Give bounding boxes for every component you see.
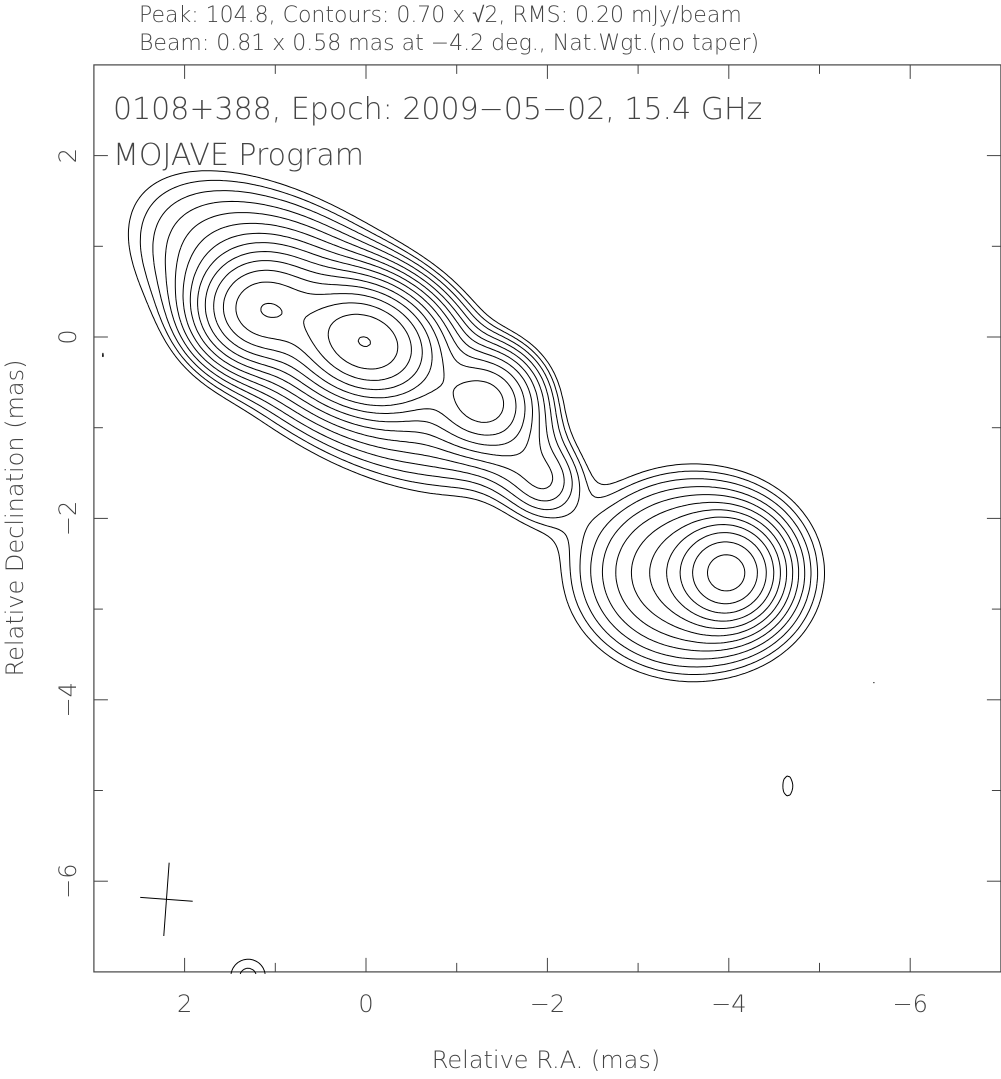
- contour-level: [357, 336, 371, 347]
- contour-lines: [102, 170, 875, 975]
- beam-cross: [140, 862, 193, 937]
- header-peak-contours-rms: Peak: 104.8, Contours: 0.70 x √2, RMS: 0…: [139, 3, 742, 28]
- contour-level: [260, 302, 412, 381]
- contour-level: [139, 179, 819, 975]
- plot-subtitle: MOJAVE Program: [113, 138, 364, 173]
- y-tick-label: −4: [54, 682, 82, 717]
- contour-level: [182, 222, 794, 644]
- plot-frame: [93, 64, 1001, 973]
- contour-level: [213, 260, 767, 614]
- x-axis-label: Relative R.A. (mas): [432, 1046, 660, 1074]
- axis-ticks: [93, 64, 1001, 972]
- header-beam-info: Beam: 0.81 x 0.58 mas at −4.2 deg., Nat.…: [139, 31, 759, 56]
- x-tick-label: −6: [893, 990, 928, 1018]
- y-tick-label: 0: [54, 329, 82, 344]
- x-tick-label: −4: [711, 990, 746, 1018]
- x-tick-label: 0: [358, 990, 373, 1018]
- x-tick-label: −2: [530, 990, 565, 1018]
- contour-level: [204, 251, 775, 622]
- x-tick-label: 2: [177, 990, 192, 1018]
- contour-level: [102, 170, 875, 975]
- contour-level: [235, 281, 746, 592]
- contour-level: [174, 212, 800, 652]
- contour-level: [222, 269, 758, 605]
- y-axis-label: Relative Declination (mas): [1, 359, 29, 676]
- contour-level: [152, 190, 812, 668]
- contour-level: [164, 200, 806, 660]
- beam-minor-axis: [140, 896, 193, 902]
- contour-level: [197, 242, 781, 629]
- contour-level: [189, 232, 788, 637]
- contour-level: [327, 313, 399, 370]
- y-tick-label: −2: [54, 501, 82, 536]
- y-tick-label: 2: [54, 148, 82, 163]
- y-tick-label: −6: [54, 864, 82, 899]
- plot-title: 0108+388, Epoch: 2009−05−02, 15.4 GHz: [113, 92, 762, 127]
